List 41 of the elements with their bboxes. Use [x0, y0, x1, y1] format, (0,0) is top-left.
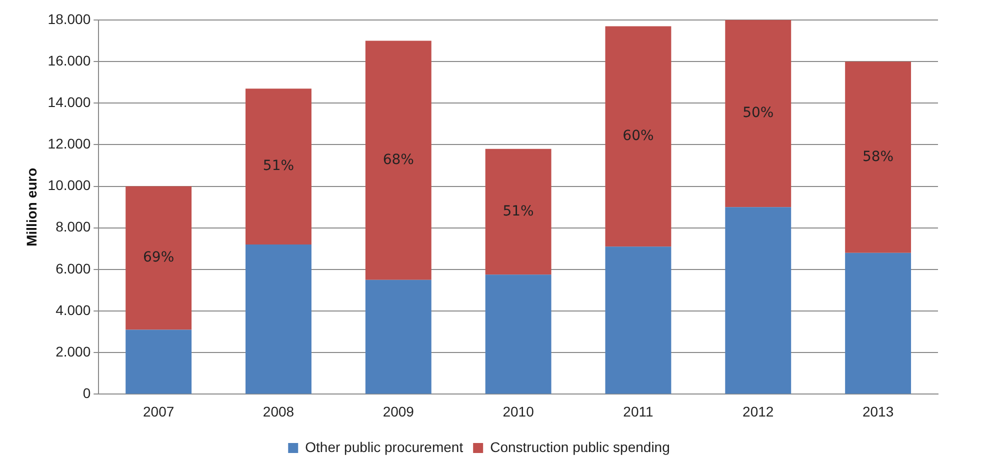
x-tick-label: 2007 — [143, 403, 174, 420]
y-tick-label: 2.000 — [56, 343, 91, 360]
x-tick-label: 2013 — [862, 403, 894, 420]
y-axis-title: Million euro — [23, 168, 40, 246]
y-tick-label: 0 — [82, 385, 91, 402]
bar — [126, 186, 192, 330]
annotation: 51% — [262, 158, 294, 174]
bar — [126, 330, 192, 394]
x-tick-label: 2011 — [623, 403, 654, 420]
x-tick-label: 2012 — [742, 403, 774, 420]
bar — [246, 244, 312, 394]
y-tick-label: 10.000 — [48, 177, 91, 194]
annotation: 58% — [862, 148, 894, 165]
bar — [485, 148, 552, 275]
y-tick-label: 4.000 — [56, 302, 91, 318]
bar — [365, 40, 432, 280]
x-tick-label: 2009 — [382, 403, 414, 420]
y-tick-label: 6.000 — [56, 260, 91, 276]
bar — [725, 207, 792, 394]
bar — [365, 280, 432, 394]
y-tick-label: 12.000 — [48, 136, 91, 152]
bar — [845, 62, 912, 253]
y-tick-label: 8.000 — [56, 218, 91, 235]
bar — [485, 274, 552, 394]
annotation: 68% — [382, 152, 414, 168]
bar — [246, 88, 312, 245]
annotation: 51% — [502, 203, 534, 220]
annotation: 69% — [143, 250, 174, 266]
x-tick-label: 2010 — [502, 403, 534, 420]
legend-label: Other public procurement — [305, 438, 464, 455]
legend-label: Construction public spending — [490, 438, 670, 455]
annotation: 50% — [742, 105, 774, 122]
bar — [605, 246, 672, 394]
x-tick-label: 2008 — [262, 403, 294, 420]
bar — [605, 26, 672, 247]
annotation: 60% — [622, 128, 654, 144]
bar — [725, 20, 792, 208]
y-tick-label: 14.000 — [48, 94, 91, 110]
y-tick-label: 16.000 — [48, 52, 91, 68]
y-tick-label: 18.000 — [48, 10, 91, 27]
bar — [845, 252, 912, 394]
